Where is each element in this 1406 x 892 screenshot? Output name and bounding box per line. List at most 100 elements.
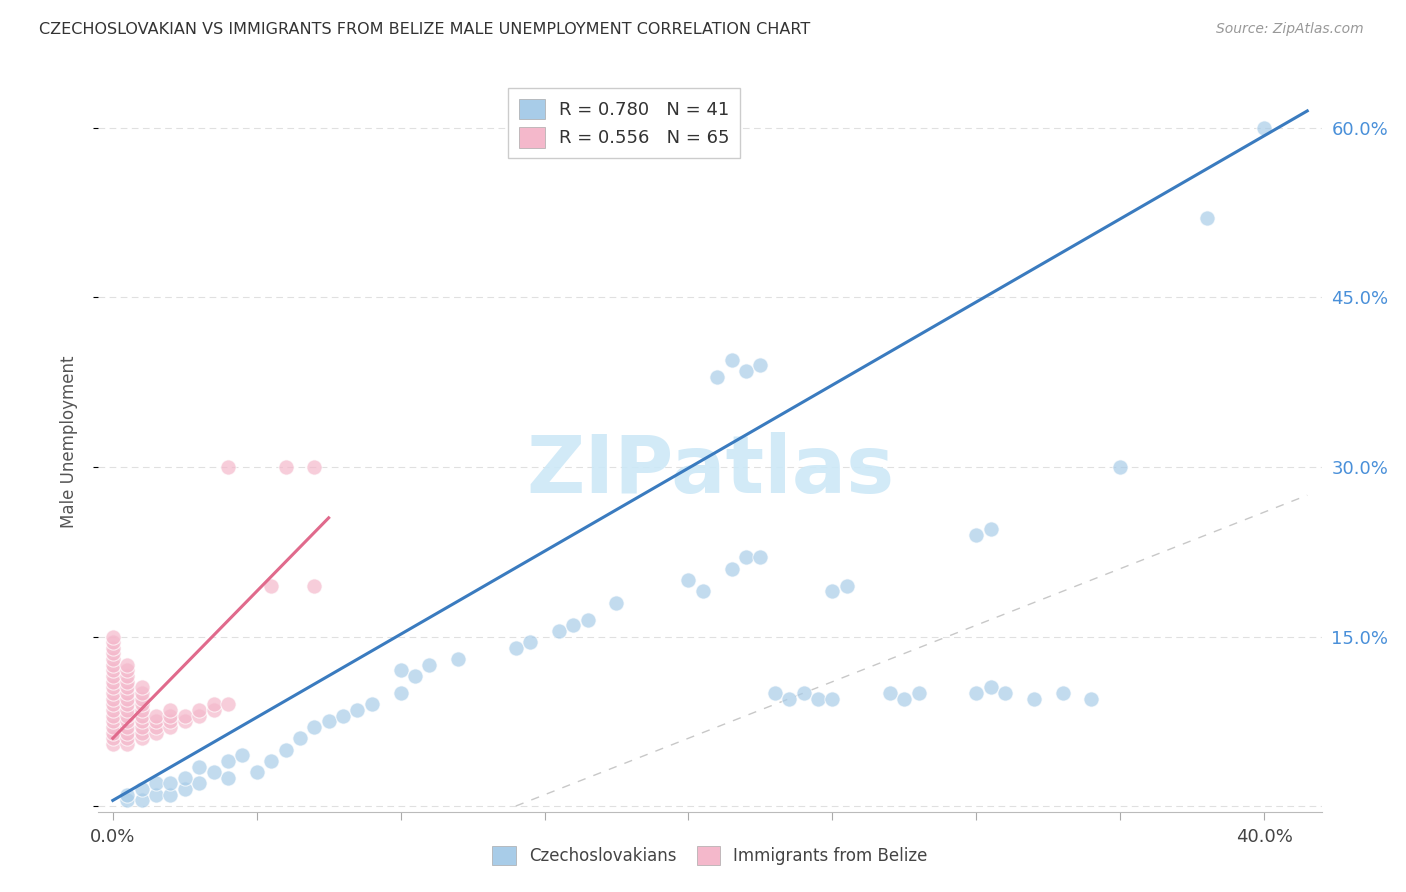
Point [101, 714, 124, 729]
Point [101, 708, 124, 723]
Point [131, 703, 153, 717]
Point [131, 731, 153, 746]
Text: ZIPatlas: ZIPatlas [526, 432, 894, 510]
Point [519, 635, 541, 649]
Point [115, 708, 138, 723]
Point [115, 691, 138, 706]
Point [115, 698, 138, 712]
Point [101, 669, 124, 683]
Point [807, 691, 830, 706]
Point [188, 776, 211, 790]
Point [159, 720, 181, 734]
Point [115, 669, 138, 683]
Point [418, 657, 440, 672]
Point [980, 681, 1002, 695]
Point [159, 708, 181, 723]
Point [101, 630, 124, 644]
Point [735, 550, 758, 565]
Point [101, 664, 124, 678]
Point [965, 686, 987, 700]
Point [173, 708, 195, 723]
Point [115, 731, 138, 746]
Point [101, 731, 124, 746]
Point [202, 698, 225, 712]
Point [159, 714, 181, 729]
Point [101, 635, 124, 649]
Point [318, 714, 340, 729]
Point [246, 765, 269, 780]
Point [101, 652, 124, 666]
Point [562, 618, 585, 632]
Point [879, 686, 901, 700]
Point [131, 714, 153, 729]
Point [965, 528, 987, 542]
Point [389, 686, 412, 700]
Y-axis label: Male Unemployment: Male Unemployment [59, 355, 77, 528]
Point [1195, 211, 1218, 226]
Point [115, 681, 138, 695]
Point [202, 765, 225, 780]
Point [217, 771, 239, 785]
Point [101, 674, 124, 689]
Point [145, 776, 167, 790]
Point [145, 788, 167, 802]
Point [288, 731, 311, 746]
Point [692, 584, 714, 599]
Point [217, 460, 239, 475]
Point [260, 579, 283, 593]
Point [389, 664, 412, 678]
Point [131, 698, 153, 712]
Point [145, 725, 167, 739]
Point [188, 708, 211, 723]
Point [115, 714, 138, 729]
Point [115, 788, 138, 802]
Point [159, 776, 181, 790]
Point [749, 358, 772, 372]
Point [131, 681, 153, 695]
Point [101, 686, 124, 700]
Point [678, 573, 700, 587]
Point [115, 674, 138, 689]
Point [101, 720, 124, 734]
Point [778, 691, 800, 706]
Point [332, 708, 354, 723]
Point [260, 754, 283, 768]
Point [101, 681, 124, 695]
Point [821, 584, 844, 599]
Point [217, 698, 239, 712]
Point [202, 703, 225, 717]
Point [1109, 460, 1132, 475]
Point [159, 703, 181, 717]
Point [101, 647, 124, 661]
Point [131, 793, 153, 807]
Point [131, 725, 153, 739]
Point [115, 664, 138, 678]
Point [274, 460, 297, 475]
Point [821, 691, 844, 706]
Point [706, 369, 728, 384]
Point [188, 759, 211, 773]
Text: Source: ZipAtlas.com: Source: ZipAtlas.com [1216, 22, 1364, 37]
Text: CZECHOSLOVAKIAN VS IMMIGRANTS FROM BELIZE MALE UNEMPLOYMENT CORRELATION CHART: CZECHOSLOVAKIAN VS IMMIGRANTS FROM BELIZ… [39, 22, 811, 37]
Point [131, 782, 153, 797]
Point [763, 686, 786, 700]
Point [274, 742, 297, 756]
Point [159, 788, 181, 802]
Point [145, 714, 167, 729]
Point [404, 669, 426, 683]
Point [907, 686, 929, 700]
Point [793, 686, 815, 700]
Point [131, 708, 153, 723]
Point [115, 737, 138, 751]
Point [304, 579, 326, 593]
Point [447, 652, 470, 666]
Point [173, 782, 195, 797]
Point [101, 737, 124, 751]
Point [101, 691, 124, 706]
Point [1253, 120, 1275, 135]
Point [115, 657, 138, 672]
Point [173, 714, 195, 729]
Point [749, 550, 772, 565]
Point [231, 748, 253, 763]
Point [101, 698, 124, 712]
